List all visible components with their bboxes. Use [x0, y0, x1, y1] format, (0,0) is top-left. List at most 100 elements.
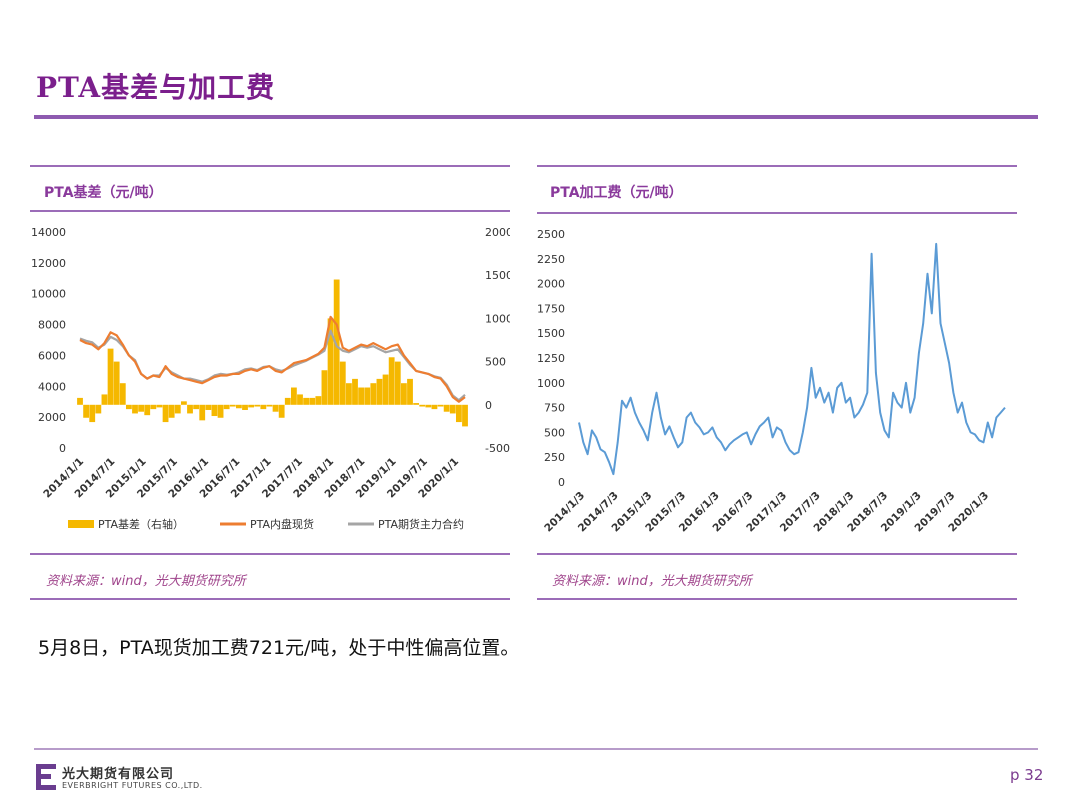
basis-bar [419, 404, 426, 407]
basis-bar [95, 404, 102, 414]
right-y-tick-label: 500 [485, 356, 506, 369]
basis-bar [352, 378, 358, 405]
right-y-tick-label: 1000 [485, 312, 510, 325]
basis-bar [138, 404, 145, 412]
basis-bar [260, 404, 267, 410]
left-y-tick-label: 0 [59, 442, 66, 455]
basis-bar [462, 404, 468, 427]
legend-swatch-basis [68, 520, 94, 528]
fee-y-tick-label: 2000 [537, 278, 565, 291]
basis-bar [229, 404, 236, 407]
company-name-cn: 光大期货有限公司 [62, 767, 175, 782]
basis-bar [400, 383, 407, 405]
basis-bar [113, 361, 120, 405]
fee-y-tick-label: 1000 [537, 377, 565, 390]
fee-y-tick-label: 2250 [537, 253, 565, 266]
basis-bar [211, 404, 218, 417]
basis-bar [187, 404, 193, 414]
summary-caption: 5月8日，PTA现货加工费721元/吨，处于中性偏高位置。 [38, 637, 520, 659]
basis-bar [364, 387, 371, 405]
left-panel-bottom-rule [30, 553, 510, 555]
page-number: p 32 [1010, 766, 1044, 784]
basis-bar [388, 357, 395, 405]
legend-label: PTA基差（右轴） [98, 517, 184, 531]
right-panel-top-rule [537, 165, 1017, 167]
basis-bar [77, 397, 83, 405]
fee-y-tick-label: 1500 [537, 327, 565, 340]
basis-bar [223, 404, 230, 410]
processing-fee-line [578, 242, 1006, 476]
left-panel-title-rule [30, 210, 510, 212]
basis-bar [235, 404, 242, 409]
fee-y-tick-label: 0 [558, 476, 565, 489]
left-y-tick-label: 12000 [31, 257, 66, 270]
basis-bar [125, 404, 132, 410]
basis-bar [272, 404, 279, 412]
basis-bar [205, 404, 212, 410]
company-name-en: EVERBRIGHT FUTURES CO.,LTD. [62, 781, 203, 790]
basis-bar [358, 387, 365, 405]
basis-bar [321, 370, 328, 405]
fee-y-tick-label: 250 [544, 451, 565, 464]
basis-bar [248, 404, 255, 408]
basis-bar [431, 404, 438, 410]
basis-bar [217, 404, 224, 418]
basis-bar [376, 378, 383, 405]
spot-price-line [79, 315, 466, 403]
basis-bar [370, 383, 377, 405]
basis-bar [455, 404, 462, 423]
basis-bar [413, 403, 420, 405]
basis-bar [345, 383, 352, 405]
left-y-tick-label: 10000 [31, 288, 66, 301]
basis-bar [266, 404, 273, 407]
basis-bar [339, 361, 346, 405]
basis-bar [437, 404, 444, 407]
basis-bar [199, 404, 206, 421]
right-panel-bottom-rule [537, 553, 1017, 555]
fee-y-tick-label: 500 [544, 426, 565, 439]
right-y-tick-label: -500 [485, 442, 510, 455]
basis-bar [242, 404, 248, 410]
basis-bar [303, 397, 310, 405]
right-chart-title: PTA加工费（元/吨） [550, 185, 683, 201]
basis-chart: 1400012000100008000600040002000020001500… [31, 226, 510, 531]
everbright-logo-icon [36, 764, 56, 790]
basis-bar [144, 404, 151, 416]
basis-bar [132, 404, 138, 414]
basis-bar [193, 404, 200, 410]
left-y-tick-label: 2000 [38, 411, 66, 424]
basis-bar [174, 404, 181, 414]
right-y-tick-label: 2000 [485, 226, 510, 239]
basis-bar [315, 396, 322, 405]
left-y-tick-label: 6000 [38, 349, 66, 362]
footer-divider [34, 748, 1038, 750]
left-panel-footer-rule [30, 598, 510, 600]
basis-bar [156, 404, 163, 408]
basis-bar [119, 383, 126, 405]
basis-bar [394, 361, 401, 405]
left-panel-top-rule [30, 165, 510, 167]
basis-bar [425, 404, 432, 408]
fee-y-tick-label: 1750 [537, 302, 565, 315]
processing-fee-chart: 2500225020001750150012501000750500250020… [537, 228, 1006, 535]
left-chart-source: 资料来源：wind，光大期货研究所 [46, 574, 246, 589]
legend-label: PTA内盘现货 [250, 517, 314, 531]
left-y-tick-label: 14000 [31, 226, 66, 239]
left-chart-title: PTA基差（元/吨） [44, 185, 163, 201]
basis-bar [150, 404, 157, 410]
fee-y-tick-label: 2500 [537, 228, 565, 241]
fee-y-tick-label: 1250 [537, 352, 565, 365]
legend-label: PTA期货主力合约 [378, 517, 464, 531]
right-chart-source: 资料来源：wind，光大期货研究所 [552, 574, 752, 589]
right-y-tick-label: 1500 [485, 269, 510, 282]
basis-bar [449, 404, 456, 414]
basis-bar [407, 378, 413, 405]
basis-bar [107, 348, 114, 405]
basis-bar [168, 404, 175, 418]
basis-bar [101, 394, 108, 405]
basis-bar [180, 401, 187, 405]
page-title: PTA基差与加工费 [36, 71, 276, 104]
basis-bar [290, 387, 297, 405]
basis-bar [333, 279, 340, 405]
basis-bar [309, 397, 316, 405]
